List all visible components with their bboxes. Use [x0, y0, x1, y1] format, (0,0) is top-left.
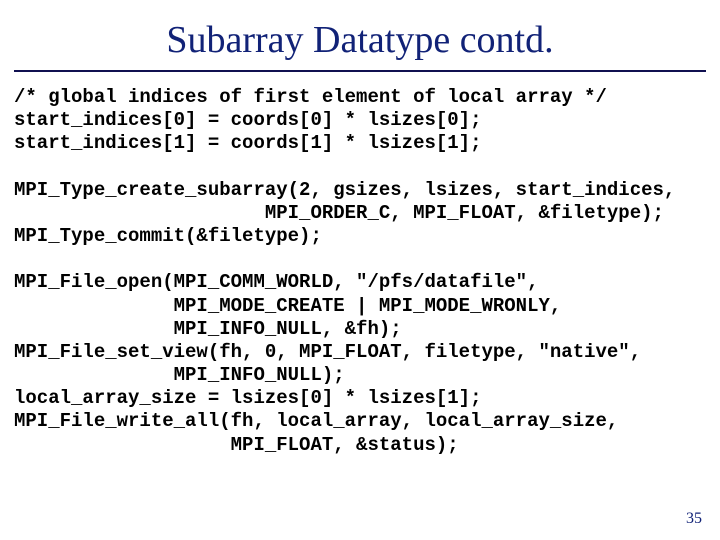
- title-rule: [14, 70, 706, 72]
- page-number: 35: [686, 510, 702, 528]
- slide-title: Subarray Datatype contd.: [14, 18, 706, 62]
- slide: Subarray Datatype contd. /* global indic…: [0, 0, 720, 540]
- code-block: /* global indices of first element of lo…: [14, 86, 706, 457]
